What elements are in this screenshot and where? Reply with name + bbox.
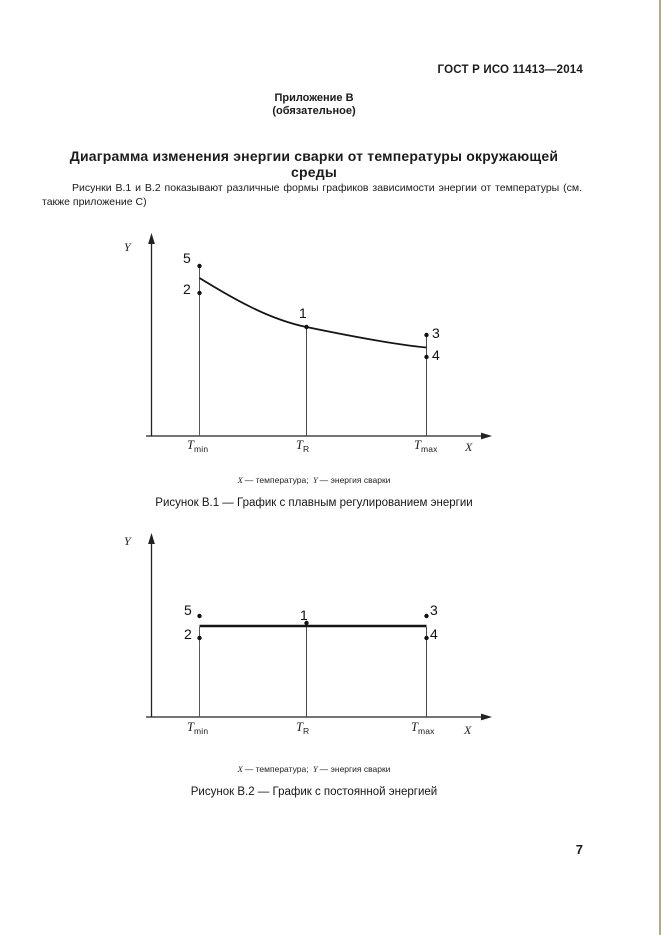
x-axis-arrow-icon [481, 713, 492, 721]
fig2-axis-label-x: X [464, 723, 472, 737]
fig1-tick-label-tmax: Tmax [414, 438, 438, 454]
gost-header: ГОСТ Р ИСО 11413—2014 [437, 64, 583, 76]
energy-curve [199, 277, 427, 349]
figure-b1-legend: X — температура; Y — энергия сварки [237, 475, 391, 485]
y-axis [148, 233, 155, 436]
fig1-point-label-2: 2 [183, 281, 191, 297]
fig1-axis-label-x: X [465, 440, 473, 454]
fig2-point-label-3: 3 [430, 602, 438, 618]
fig2-point-label-4: 4 [430, 626, 438, 642]
fig1-tick-label-tmin: Tmin [187, 438, 209, 454]
guide-lines [199, 266, 427, 436]
appendix-title: Приложение В [274, 92, 354, 104]
fig1-axis-label-y: Y [124, 240, 131, 254]
x-axis [146, 713, 492, 721]
appendix-heading: Приложение В (обязательное) [45, 92, 583, 118]
fig2-point-label-2: 2 [184, 626, 192, 642]
figure-b2-caption: Рисунок В.2 — График с постоянной энерги… [190, 786, 438, 798]
x-axis-arrow-icon [481, 432, 492, 440]
figure-b2-legend: X — температура; Y — энергия сварки [237, 764, 391, 774]
appendix-subtitle: (обязательное) [272, 105, 356, 117]
data-points [197, 263, 429, 360]
y-axis [148, 533, 155, 717]
figure-b2-plot [146, 533, 492, 721]
y-axis-arrow-icon [148, 233, 155, 244]
fig1-point-label-1: 1 [299, 305, 307, 321]
document-title: Диаграмма изменения энергии сварки от те… [69, 148, 559, 180]
fig2-point-label-5: 5 [184, 602, 192, 618]
figure-b2: Y X 5 2 1 3 4 Tmin TR Tmax [0, 530, 661, 745]
fig1-point-label-3: 3 [432, 325, 440, 341]
fig2-tick-label-tr: TR [296, 720, 310, 736]
data-points [197, 613, 429, 641]
fig1-tick-label-tr: TR [296, 438, 310, 454]
figure-b1: Y X 5 2 1 3 4 Tmin TR Tmax [0, 230, 661, 465]
intro-paragraph: Рисунки В.1 и В.2 показывают различные ф… [42, 182, 582, 208]
y-axis-arrow-icon [148, 533, 155, 544]
figure-b1-plot [146, 233, 492, 440]
figure-b1-caption: Рисунок В.1 — График с плавным регулиров… [155, 497, 473, 509]
page-number: 7 [575, 842, 583, 857]
fig2-axis-label-y: Y [124, 534, 131, 548]
guide-lines [199, 626, 427, 717]
fig1-point-label-5: 5 [183, 250, 191, 266]
fig2-point-label-1: 1 [300, 607, 308, 623]
scan-edge-strip [659, 0, 661, 935]
fig2-tick-label-tmin: Tmin [187, 720, 209, 736]
fig2-tick-label-tmax: Tmax [411, 720, 435, 736]
fig1-point-label-4: 4 [432, 347, 440, 363]
